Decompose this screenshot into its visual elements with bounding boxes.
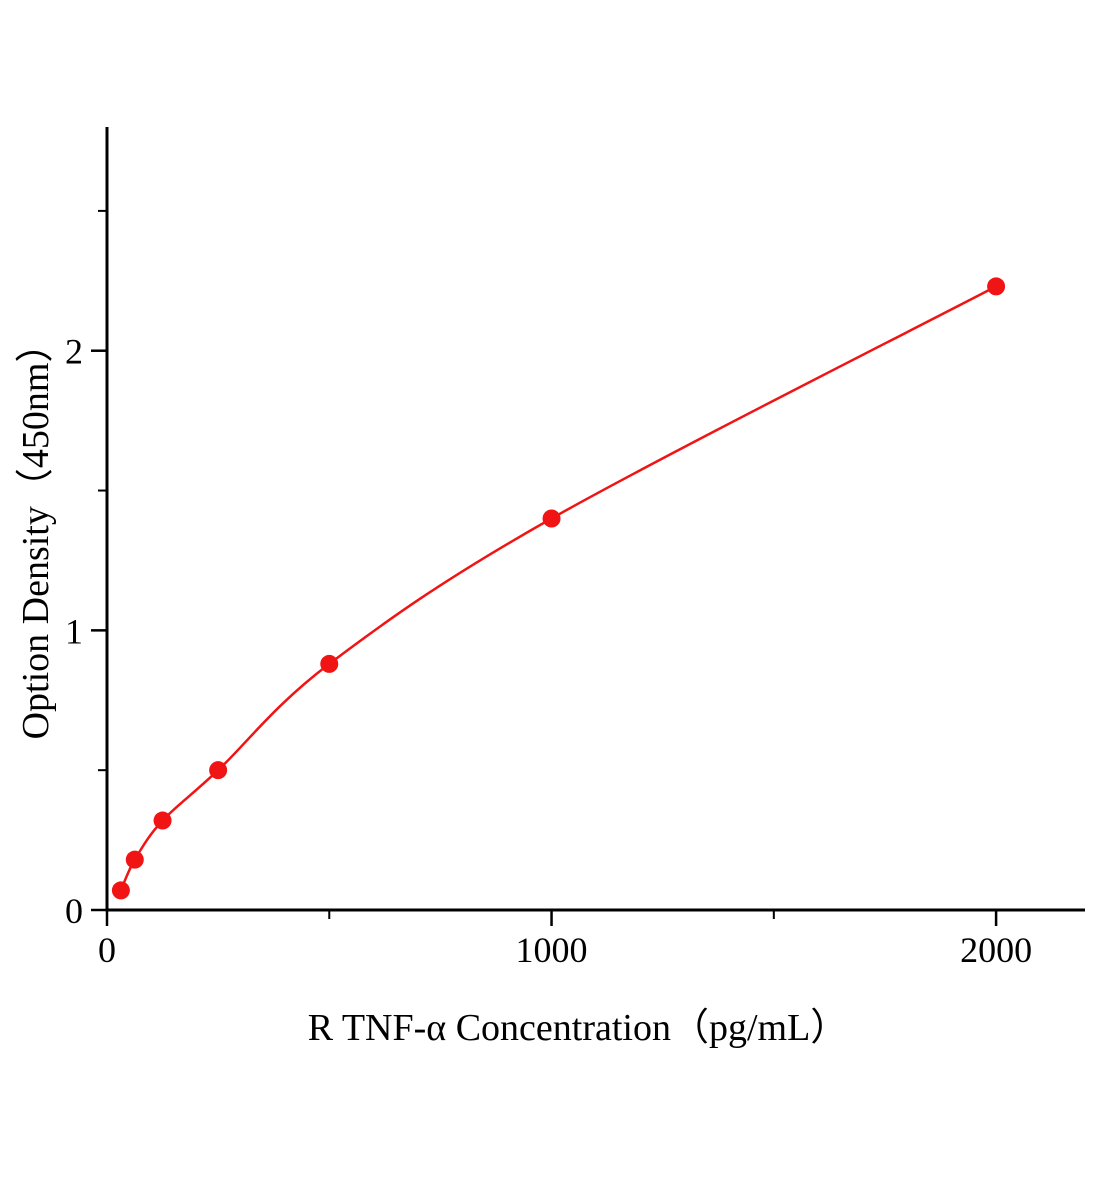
- y-axis-title: Option Density（450nm）: [15, 325, 57, 740]
- data-point: [153, 811, 172, 830]
- x-tick-label: 1000: [516, 930, 588, 970]
- data-point: [125, 850, 144, 869]
- y-tick-label: 2: [65, 332, 83, 372]
- data-point: [111, 881, 130, 900]
- y-tick-label: 0: [65, 891, 83, 931]
- data-point: [320, 654, 339, 673]
- data-point: [987, 277, 1006, 296]
- standard-curve-line: [119, 285, 998, 892]
- x-tick-label: 0: [98, 930, 116, 970]
- data-point: [209, 761, 228, 780]
- data-point: [542, 509, 561, 528]
- y-tick-label: 1: [65, 611, 83, 651]
- plot-area: 0 1000 2000 0 1 2: [65, 127, 1085, 970]
- x-axis-title: R TNF-α Concentration（pg/mL）: [308, 1007, 849, 1049]
- x-tick-label: 2000: [960, 930, 1032, 970]
